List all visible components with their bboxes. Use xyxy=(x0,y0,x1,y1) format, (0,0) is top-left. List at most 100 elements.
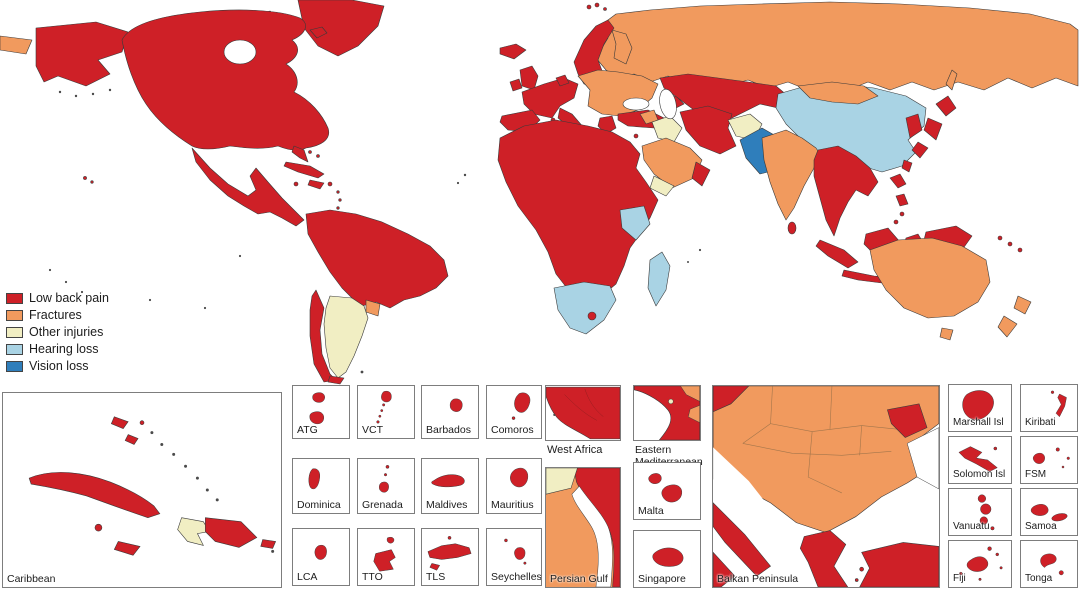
inset-label-singapore: Singapore xyxy=(638,573,686,585)
country-madagascar xyxy=(647,251,671,307)
inset-label-caribbean: Caribbean xyxy=(7,573,56,585)
inset-label-atg: ATG xyxy=(297,424,318,436)
inset-fsm: FSM xyxy=(1020,436,1078,484)
kiribati-islands xyxy=(1050,390,1067,418)
ocean-island-specks xyxy=(48,88,702,374)
country-finland xyxy=(611,29,633,65)
balkan-turkey xyxy=(859,542,939,587)
country-mongolia xyxy=(797,81,879,105)
inset-label-samoa: Samoa xyxy=(1025,521,1057,532)
inset-label-solomon: Solomon Isl xyxy=(953,469,1006,480)
country-new-zealand xyxy=(997,295,1032,338)
inset-label-balkan: Balkan Peninsula xyxy=(717,573,799,585)
legend-row-fractures: Fractures xyxy=(6,307,109,324)
legend-swatch-other-injuries xyxy=(6,327,23,338)
country-denmark xyxy=(555,74,570,87)
balkan-topleft-red xyxy=(713,386,750,413)
inset-caribbean: Caribbean xyxy=(2,392,282,588)
islands-philippines xyxy=(889,173,909,225)
country-lesotho xyxy=(587,311,597,321)
tls-islands xyxy=(427,536,472,571)
solomon-islands xyxy=(958,446,998,472)
inset-balkan: Balkan Peninsula xyxy=(712,385,940,588)
inset-vanuatu: Vanuatu xyxy=(948,488,1012,536)
legend-row-other-injuries: Other injuries xyxy=(6,324,109,341)
inset-kiribati: Kiribati xyxy=(1020,384,1078,432)
gulf-water xyxy=(571,485,613,587)
inset-label-dominica: Dominica xyxy=(297,499,341,511)
region-central-asia xyxy=(659,73,789,121)
black-sea xyxy=(622,97,650,111)
tonga-islands xyxy=(1040,553,1064,576)
balkan-italy xyxy=(713,502,771,587)
country-japan xyxy=(911,95,957,159)
vct-islands xyxy=(376,390,392,424)
world-map xyxy=(0,0,1079,385)
inset-grenada: Grenada xyxy=(357,458,415,514)
marshall-island xyxy=(962,390,994,420)
inset-label-persian-gulf: Persian Gulf xyxy=(550,573,608,585)
region-korea xyxy=(905,113,923,139)
islands-melanesia xyxy=(997,235,1023,253)
country-yemen xyxy=(649,175,675,197)
island-puerto-rico xyxy=(260,539,277,549)
west-africa-land xyxy=(546,386,620,440)
balkan-adriatic-sea xyxy=(713,447,779,539)
inset-tls: TLS xyxy=(421,528,479,586)
inset-label-barbados: Barbados xyxy=(426,424,471,436)
inset-maldives: Maldives xyxy=(421,458,479,514)
inset-vct: VCT xyxy=(357,385,415,439)
inset-label-tto: TTO xyxy=(362,571,383,583)
inset-tto: TTO xyxy=(357,528,415,586)
atg-islands xyxy=(309,392,325,425)
islands-hawaii xyxy=(83,176,94,184)
caribbean-map xyxy=(28,416,277,556)
balkan-moldova xyxy=(887,403,928,438)
isle-of-youth xyxy=(94,523,103,532)
country-haiti xyxy=(177,517,210,546)
inset-west-africa xyxy=(545,385,621,441)
legend-row-low-back-pain: Low back pain xyxy=(6,290,109,307)
legend-label: Other injuries xyxy=(29,325,104,339)
gulf-iraq-land xyxy=(546,468,578,495)
country-saudi-arabia xyxy=(641,137,703,189)
country-greenland xyxy=(297,0,385,57)
country-south-africa xyxy=(553,281,617,335)
inset-label-tls: TLS xyxy=(426,571,446,583)
islands-svalbard xyxy=(586,2,607,11)
island-sumatra xyxy=(815,239,859,269)
region-florida xyxy=(291,145,309,163)
inset-label-malta: Malta xyxy=(638,505,664,517)
caspian-sea xyxy=(659,88,677,120)
maldives-atoll xyxy=(431,474,465,488)
legend-swatch-fractures xyxy=(6,310,23,321)
country-sri-lanka xyxy=(787,221,797,235)
island-taiwan xyxy=(901,159,913,173)
coastal-island xyxy=(553,413,556,416)
island-tasmania xyxy=(939,327,954,341)
region-indochina xyxy=(813,145,879,237)
country-uk xyxy=(519,65,539,91)
region-alaska xyxy=(35,21,129,87)
inset-samoa: Samoa xyxy=(1020,488,1078,536)
balkan-internal-borders xyxy=(742,386,902,494)
seychelles-islands xyxy=(504,538,527,565)
barbados-island xyxy=(449,398,463,412)
legend-label: Hearing loss xyxy=(29,342,99,356)
lca-island xyxy=(314,544,327,560)
grenada-islands xyxy=(378,465,390,493)
country-iceland xyxy=(499,43,527,60)
legend-swatch-low-back-pain xyxy=(6,293,23,304)
malta-islands xyxy=(648,473,683,503)
legend-swatch-vision-loss xyxy=(6,361,23,372)
mauritius-island xyxy=(510,467,529,488)
samoa-islands xyxy=(1030,504,1068,522)
inset-label-vct: VCT xyxy=(362,424,383,436)
country-australia xyxy=(869,237,991,319)
country-cuba xyxy=(28,472,161,519)
region-mexico-central-america xyxy=(191,147,305,227)
legend-label: Fractures xyxy=(29,308,82,322)
legend-row-hearing-loss: Hearing loss xyxy=(6,341,109,358)
map-legend: Low back pain Fractures Other injuries H… xyxy=(6,290,109,375)
inset-label-grenada: Grenada xyxy=(362,499,403,511)
